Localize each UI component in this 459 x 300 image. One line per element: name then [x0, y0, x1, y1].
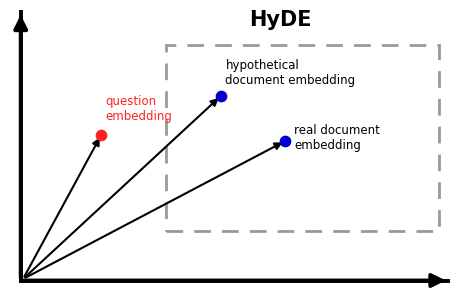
- Point: [97, 133, 105, 137]
- Text: hypothetical
document embedding: hypothetical document embedding: [225, 59, 355, 87]
- Text: HyDE: HyDE: [249, 10, 311, 30]
- Point: [281, 139, 288, 143]
- Text: question
embedding: question embedding: [106, 95, 172, 123]
- Text: real document
embedding: real document embedding: [294, 124, 380, 152]
- Bar: [165, 45, 438, 231]
- Point: [217, 94, 224, 98]
